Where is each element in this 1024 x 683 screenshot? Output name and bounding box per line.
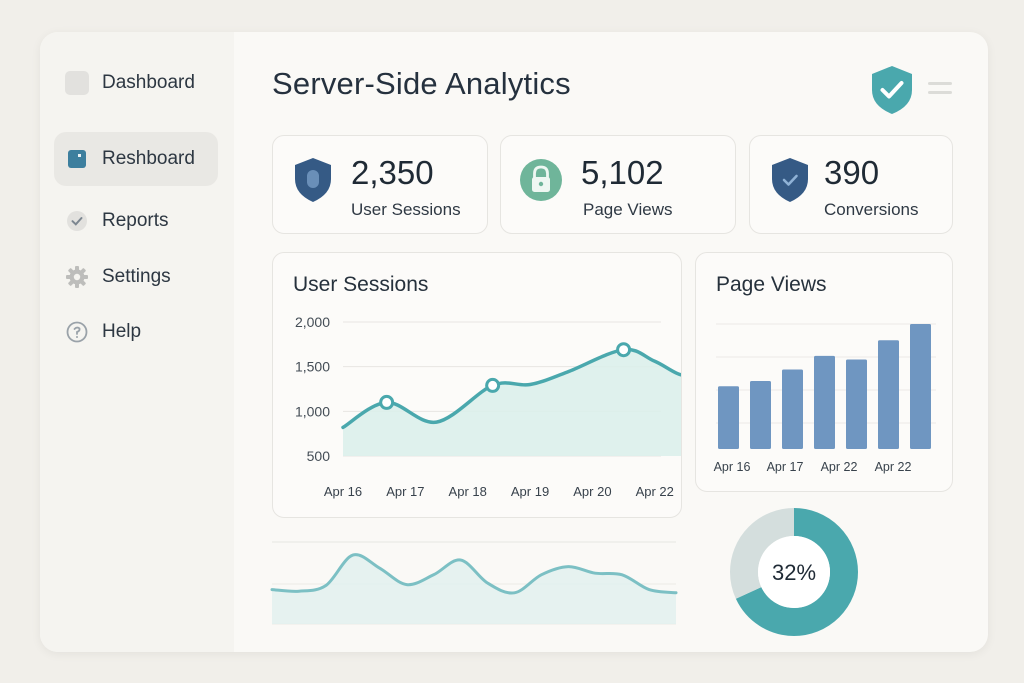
chart-title: User Sessions <box>293 273 429 296</box>
page-title: Server-Side Analytics <box>272 66 571 101</box>
user-sessions-chart: 2,000 1,500 1,000 500 Apr 16 Apr 17 Apr 18 Apr … <box>295 314 681 499</box>
x-tick-label: Apr 22 <box>636 484 674 499</box>
x-tick-label: Apr 22 <box>875 460 912 474</box>
chart-title: Page Views <box>716 273 827 296</box>
stat-label: User Sessions <box>351 200 461 219</box>
y-tick-label: 2,000 <box>295 314 330 330</box>
bar <box>814 355 835 449</box>
x-tick-label: Apr 22 <box>821 460 858 474</box>
data-point <box>616 342 632 358</box>
wave-area <box>272 554 676 624</box>
page-views-chart-card: Page Views Apr 16 Apr 17 Apr 22 Apr 22 <box>695 252 953 492</box>
dashboard-icon <box>64 146 90 172</box>
x-tick-label: Apr 17 <box>386 484 424 499</box>
data-point <box>379 394 395 410</box>
donut-slice <box>730 508 858 636</box>
stat-value: 2,350 <box>351 154 434 191</box>
stat-label: Conversions <box>824 200 919 219</box>
sidebar-item-label: Settings <box>102 266 171 287</box>
wave-line <box>270 553 678 595</box>
donut-center-label: 32% <box>772 560 816 585</box>
sidebar: Dashboard Reshboard Reports <box>40 32 234 652</box>
y-tick-label: 1,000 <box>295 403 330 419</box>
lock-icon <box>519 156 563 204</box>
conversion-donut-chart: 32% <box>730 508 858 636</box>
sidebar-item-reshboard[interactable]: Reshboard <box>54 132 218 186</box>
help-icon <box>64 319 90 345</box>
bar <box>910 323 931 449</box>
sidebar-item-label: Help <box>102 321 142 342</box>
sidebar-item-label: Dashboard <box>102 72 195 93</box>
stat-value: 5,102 <box>581 154 664 191</box>
bar <box>718 386 739 449</box>
sidebar-item-dashboard[interactable]: Dashboard <box>54 56 218 110</box>
sidebar-item-label: Reshboard <box>102 148 195 169</box>
bar <box>782 369 803 449</box>
page-views-chart: Apr 16 Apr 17 Apr 22 Apr 22 <box>714 323 936 474</box>
stat-card-page-views: 5,102 Page Views <box>500 135 736 234</box>
stat-label: Page Views <box>583 200 673 219</box>
sidebar-item-label: Reports <box>102 210 169 231</box>
sessions-line <box>341 347 681 430</box>
sessions-area <box>343 349 681 456</box>
user-sessions-chart-card: User Sessions 2,000 1,500 1,000 500 Apr 16 Ap… <box>272 252 682 518</box>
app-window: Dashboard Reshboard Reports <box>40 32 988 652</box>
y-tick-label: 1,500 <box>295 359 330 375</box>
stat-value: 390 <box>824 154 880 191</box>
sidebar-item-reports[interactable]: Reports <box>54 194 218 248</box>
shield-icon <box>291 156 335 204</box>
square-icon <box>64 70 90 96</box>
x-tick-label: Apr 16 <box>324 484 362 499</box>
donut-hole <box>758 536 830 608</box>
gear-icon <box>64 264 90 290</box>
y-tick-label: 500 <box>307 448 331 464</box>
x-tick-label: Apr 18 <box>449 484 487 499</box>
shield-check-icon <box>768 156 812 204</box>
menu-icon[interactable] <box>928 82 952 98</box>
data-point <box>485 377 501 393</box>
x-tick-label: Apr 16 <box>714 460 751 474</box>
sidebar-item-help[interactable]: Help <box>54 305 218 359</box>
traffic-wave-chart <box>270 541 678 625</box>
stat-card-user-sessions: 2,350 User Sessions <box>272 135 488 234</box>
sidebar-item-settings[interactable]: Settings <box>54 250 218 304</box>
check-circle-icon <box>64 208 90 234</box>
x-tick-label: Apr 19 <box>511 484 549 499</box>
shield-check-icon <box>868 64 916 116</box>
x-tick-label: Apr 17 <box>767 460 804 474</box>
stat-card-conversions: 390 Conversions <box>749 135 953 234</box>
x-tick-label: Apr 20 <box>573 484 611 499</box>
bar <box>878 340 899 449</box>
bar <box>750 381 771 449</box>
bar <box>846 359 867 449</box>
